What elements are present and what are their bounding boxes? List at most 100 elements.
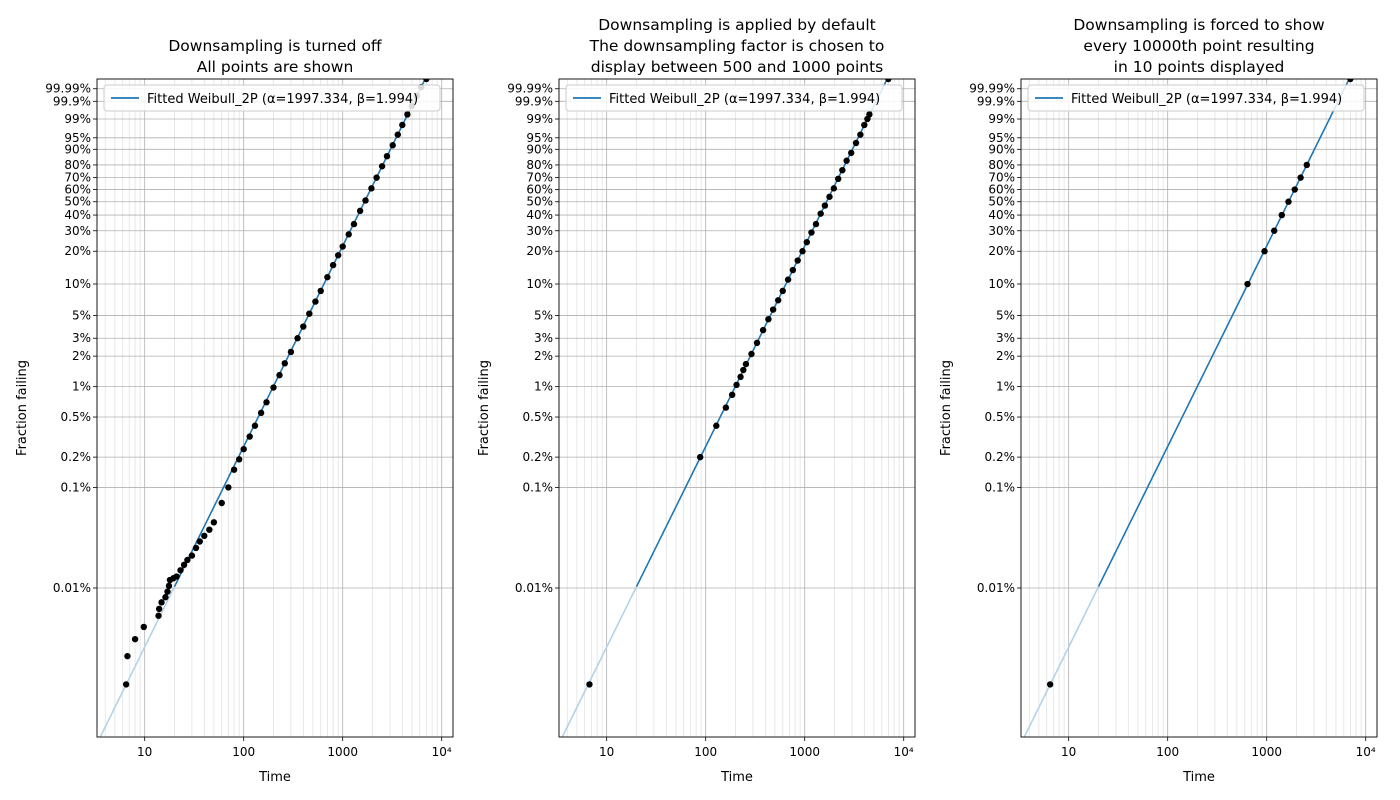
y-tick-label: 95%	[526, 131, 553, 145]
minor-gridlines	[566, 79, 900, 737]
y-tick-label: 0.1%	[61, 480, 92, 494]
y-tick-label: 40%	[64, 208, 91, 222]
failure-point	[251, 422, 259, 429]
failure-point	[789, 266, 797, 274]
y-tick-label: 30%	[526, 224, 553, 238]
y-tick-label: 90%	[526, 142, 553, 156]
failure-point	[356, 207, 364, 215]
legend: Fitted Weibull_2P (α=1997.334, β=1.994)	[1027, 84, 1365, 112]
failure-point	[334, 252, 342, 259]
y-axis-label: Fraction failing	[15, 360, 30, 456]
legend: Fitted Weibull_2P (α=1997.334, β=1.994)	[103, 84, 441, 112]
chart-title-line: All points are shown	[197, 58, 354, 76]
failure-point	[843, 157, 850, 164]
y-tick-label: 3%	[72, 331, 91, 345]
failure-point	[155, 605, 163, 613]
failure-point	[753, 339, 761, 347]
legend: Fitted Weibull_2P (α=1997.334, β=1.994)	[565, 84, 903, 112]
chart-title-line: every 10000th point resulting	[1083, 37, 1314, 55]
x-tick-label: 10	[1061, 745, 1076, 759]
y-tick-label: 95%	[64, 131, 91, 145]
y-tick-label: 70%	[64, 171, 91, 185]
chart-title-line: The downsampling factor is chosen to	[589, 37, 885, 55]
y-tick-label: 40%	[988, 208, 1015, 222]
y-tick-label: 90%	[64, 142, 91, 156]
failure-point	[586, 681, 593, 688]
failure-point	[775, 297, 782, 304]
y-tick-label: 50%	[526, 195, 553, 209]
failure-point	[235, 456, 243, 463]
y-axis-label: Fraction failing	[939, 360, 954, 456]
y-tick-label: 99.99%	[507, 82, 553, 96]
failure-point	[131, 635, 139, 643]
failure-point	[294, 335, 301, 342]
failure-point	[225, 484, 232, 491]
y-tick-label: 99.9%	[515, 94, 553, 108]
failure-point	[885, 79, 892, 83]
failure-point	[306, 310, 313, 317]
legend-label: Fitted Weibull_2P (α=1997.334, β=1.994)	[1071, 92, 1342, 107]
minor-gridlines	[104, 79, 438, 737]
failure-point	[737, 373, 744, 381]
failure-point	[852, 139, 860, 147]
fit-lines	[99, 79, 427, 737]
y-tick-label: 99%	[64, 112, 91, 126]
y-tick-label: 70%	[988, 171, 1015, 185]
y-tick-label: 0.01%	[977, 581, 1015, 595]
failure-point	[368, 185, 375, 192]
x-tick-label: 100	[1156, 745, 1179, 759]
fit-lines	[561, 79, 889, 737]
y-tick-label: 0.5%	[523, 410, 554, 424]
failure-point	[312, 298, 319, 305]
chart-panel-2: 10 100 1000 10⁴ 0.01% 0.1% 0.2% 0.5% 1% 2% 3% 5% 10%…	[477, 16, 916, 785]
failure-point	[830, 185, 838, 192]
x-tick-label: 10	[599, 745, 614, 759]
failure-point	[848, 149, 855, 157]
chart-panel-1: 10 100 1000 10⁴ 0.01% 0.1% 0.2% 0.5% 1% 2% 3% 5% 10%…	[15, 37, 454, 785]
y-tick-label: 10%	[988, 277, 1015, 291]
y-tick-label: 95%	[988, 131, 1015, 145]
y-tick-label: 2%	[996, 349, 1015, 363]
y-tick-label: 60%	[526, 183, 553, 197]
y-tick-label: 20%	[64, 244, 91, 258]
failure-point	[1303, 161, 1310, 169]
failure-point	[1046, 681, 1054, 688]
y-tick-label: 0.2%	[61, 450, 92, 464]
y-tick-label: 0.5%	[985, 410, 1016, 424]
failure-point	[164, 588, 171, 595]
failure-point	[246, 433, 253, 440]
failure-point	[803, 239, 811, 246]
failure-point	[769, 306, 777, 313]
y-tick-label: 80%	[526, 158, 553, 172]
plot-frame	[96, 78, 454, 738]
failure-point	[184, 556, 191, 564]
legend-label: Fitted Weibull_2P (α=1997.334, β=1.994)	[147, 92, 418, 107]
failure-point	[839, 166, 846, 174]
failure-point	[389, 142, 396, 149]
failure-point	[196, 538, 203, 545]
y-tick-label: 10%	[526, 277, 553, 291]
y-tick-label: 70%	[526, 171, 553, 185]
failure-point	[733, 381, 740, 389]
y-tick-label: 50%	[988, 195, 1015, 209]
failure-point	[765, 315, 772, 323]
y-tick-label: 40%	[526, 208, 553, 222]
failure-point	[165, 582, 173, 590]
y-tick-label: 99.99%	[969, 82, 1015, 96]
y-tick-label: 30%	[988, 224, 1015, 238]
failure-point	[1285, 198, 1292, 205]
failure-point	[1278, 211, 1285, 219]
legend-label: Fitted Weibull_2P (α=1997.334, β=1.994)	[609, 92, 880, 107]
y-tick-label: 5%	[72, 308, 91, 322]
y-tick-label: 0.5%	[61, 410, 92, 424]
failure-point	[188, 552, 196, 559]
fit-line-extrapolated	[561, 586, 638, 737]
failure-point	[158, 599, 165, 606]
failure-point	[1297, 174, 1304, 181]
x-tick-label: 1000	[327, 745, 358, 759]
failure-point	[861, 121, 868, 129]
x-axis-label: Time	[1182, 770, 1215, 785]
x-tick-label: 100	[694, 745, 717, 759]
x-tick-label: 100	[232, 745, 255, 759]
